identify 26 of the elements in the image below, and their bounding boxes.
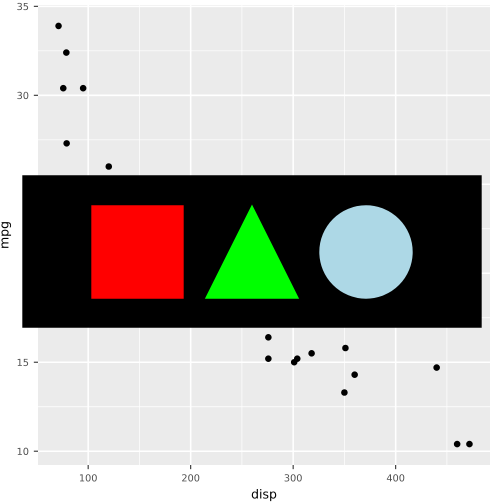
point <box>308 350 315 357</box>
point <box>60 84 67 92</box>
point <box>351 371 358 378</box>
point <box>63 49 70 56</box>
y-tick-label: 10 <box>18 448 28 456</box>
y-tick-label: 15 <box>18 358 28 366</box>
x-axis-title: disp <box>252 488 276 502</box>
y-axis-title: mpg <box>1 222 12 248</box>
x-tick-label: 300 <box>284 474 302 482</box>
x-tick-label: 200 <box>182 474 200 482</box>
point <box>342 344 349 352</box>
point <box>105 163 112 170</box>
x-tick-label: 100 <box>80 474 97 482</box>
point <box>341 389 348 396</box>
point <box>55 22 62 30</box>
point <box>63 140 70 147</box>
point <box>290 358 298 366</box>
x-tick-label: 400 <box>386 474 404 482</box>
y-tick-label: 30 <box>17 92 28 100</box>
point <box>433 364 440 371</box>
point <box>80 84 86 92</box>
y-tick-label: 35 <box>17 2 28 10</box>
point <box>265 334 272 341</box>
point <box>454 440 460 448</box>
point <box>265 355 272 362</box>
point <box>466 440 473 448</box>
